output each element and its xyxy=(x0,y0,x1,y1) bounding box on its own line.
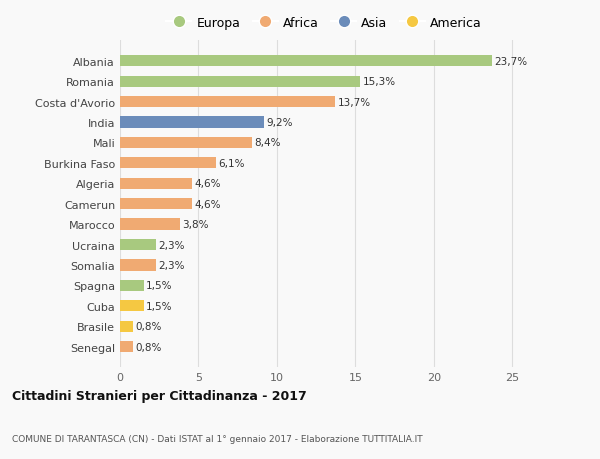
Bar xyxy=(120,199,192,210)
Text: 23,7%: 23,7% xyxy=(494,57,527,67)
Bar xyxy=(120,97,335,108)
Bar xyxy=(120,240,156,251)
Bar xyxy=(120,56,492,67)
Bar xyxy=(120,158,216,169)
Text: 8,4%: 8,4% xyxy=(254,138,281,148)
Text: COMUNE DI TARANTASCA (CN) - Dati ISTAT al 1° gennaio 2017 - Elaborazione TUTTITA: COMUNE DI TARANTASCA (CN) - Dati ISTAT a… xyxy=(12,434,422,442)
Text: 0,8%: 0,8% xyxy=(135,321,161,331)
Text: 13,7%: 13,7% xyxy=(337,97,370,107)
Bar xyxy=(120,280,143,291)
Legend: Europa, Africa, Asia, America: Europa, Africa, Asia, America xyxy=(161,11,487,34)
Bar xyxy=(120,178,192,190)
Text: 0,8%: 0,8% xyxy=(135,342,161,352)
Bar xyxy=(120,77,360,88)
Bar xyxy=(120,301,143,312)
Text: 4,6%: 4,6% xyxy=(194,199,221,209)
Bar xyxy=(120,117,265,129)
Text: 6,1%: 6,1% xyxy=(218,158,245,168)
Bar xyxy=(120,219,179,230)
Text: 15,3%: 15,3% xyxy=(362,77,395,87)
Text: 3,8%: 3,8% xyxy=(182,219,208,230)
Bar xyxy=(120,138,252,149)
Text: 9,2%: 9,2% xyxy=(267,118,293,128)
Text: 1,5%: 1,5% xyxy=(146,281,172,291)
Text: 1,5%: 1,5% xyxy=(146,301,172,311)
Text: 2,3%: 2,3% xyxy=(158,260,185,270)
Bar xyxy=(120,260,156,271)
Text: 4,6%: 4,6% xyxy=(194,179,221,189)
Bar xyxy=(120,321,133,332)
Text: 2,3%: 2,3% xyxy=(158,240,185,250)
Text: Cittadini Stranieri per Cittadinanza - 2017: Cittadini Stranieri per Cittadinanza - 2… xyxy=(12,389,307,403)
Bar xyxy=(120,341,133,353)
